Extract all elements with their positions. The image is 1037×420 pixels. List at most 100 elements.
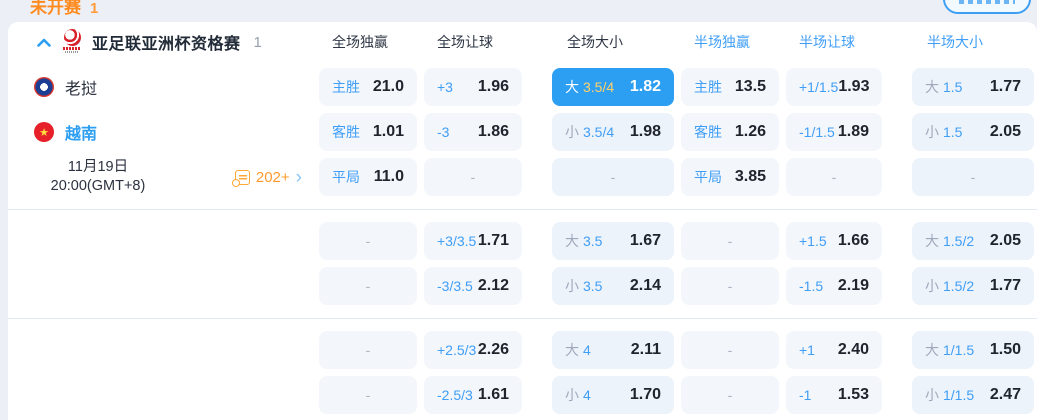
match-date: 11月19日	[67, 159, 129, 176]
odds-value: 1.77	[989, 78, 1021, 95]
odds-ft-handicap-away[interactable]: -3 1.86	[424, 113, 522, 151]
league-card: 亚足联亚洲杯资格赛 1 全场独赢 全场让球 全场大小 半场独赢 半场让球 半场大…	[8, 22, 1037, 420]
odds-ft-over-selected[interactable]: 大 3.5/4 1.82	[552, 68, 674, 106]
odds-value: 2.26	[477, 341, 509, 358]
odds-value: 1.93	[838, 78, 870, 95]
odds-ft-over-alt[interactable]: 大 3.5 1.67	[552, 222, 674, 260]
odds-ht-1x2-away[interactable]: 客胜 1.26	[681, 113, 779, 151]
odds-ft-handicap-alt[interactable]: -3/3.5 2.12	[424, 267, 522, 305]
chevron-right-icon: ›	[295, 166, 302, 188]
odds-ft-handicap-alt[interactable]: +3/3.5 1.71	[424, 222, 522, 260]
section-divider	[8, 209, 1037, 210]
odds-ft-handicap-alt[interactable]: +2.5/3 2.26	[424, 331, 522, 369]
league-match-count: 1	[253, 33, 262, 51]
total-line: 3.5	[583, 233, 603, 249]
total-line: 4	[583, 387, 591, 403]
odds-value: 1.77	[989, 277, 1021, 294]
odds-empty-cell: -	[319, 376, 417, 414]
over-label: 大	[925, 79, 939, 95]
odds-empty-cell: -	[424, 158, 522, 196]
total-line: 1/1.5	[943, 387, 975, 403]
league-info: 亚足联亚洲杯资格赛 1	[20, 28, 312, 56]
under-label: 小	[925, 387, 939, 403]
odds-ht-handicap-alt[interactable]: +1.5 1.66	[786, 222, 882, 260]
handicap-line: -3/3.5	[437, 278, 473, 294]
odds-value: 2.05	[989, 123, 1021, 140]
under-label: 小	[565, 387, 579, 403]
odds-ft-1x2-away[interactable]: 客胜 1.01	[319, 113, 417, 151]
odds-ht-over-alt[interactable]: 大 1.5/2 2.05	[912, 222, 1034, 260]
selection-label: 主胜	[332, 79, 360, 95]
tab-label: 未开赛	[30, 0, 81, 17]
total-line: 3.5/4	[583, 79, 615, 95]
odds-empty-cell: -	[319, 331, 417, 369]
total-line: 1.5/2	[943, 233, 975, 249]
top-right-pill-button[interactable]	[943, 0, 1031, 14]
markets-list-clock-icon	[231, 169, 250, 187]
markets-count: 202+	[255, 168, 290, 186]
odds-ht-1x2-draw[interactable]: 平局 3.85	[681, 158, 779, 196]
odds-ht-1x2-home[interactable]: 主胜 13.5	[681, 68, 779, 106]
odds-empty-cell: -	[681, 376, 779, 414]
selection-label: 客胜	[332, 124, 360, 140]
odds-ht-handicap-away[interactable]: -1/1.5 1.89	[786, 113, 882, 151]
vietnam-flag-icon	[34, 122, 54, 142]
total-line: 1.5	[943, 79, 963, 95]
header-ht-over-under: 半场大小	[927, 34, 983, 50]
odds-ft-1x2-draw[interactable]: 平局 11.0	[319, 158, 417, 196]
handicap-line: -1	[799, 387, 812, 403]
header-ht-1x2: 半场独赢	[694, 34, 750, 50]
odds-value: 11.0	[373, 168, 404, 185]
odds-value: 2.12	[477, 277, 509, 294]
odds-ht-handicap-alt[interactable]: -1 1.53	[786, 376, 882, 414]
odds-value: 1.67	[629, 232, 661, 249]
total-line: 3.5	[583, 278, 603, 294]
odds-empty-cell: -	[912, 158, 1034, 196]
odds-ht-over-alt[interactable]: 大 1/1.5 1.50	[912, 331, 1034, 369]
odds-ft-under-alt[interactable]: 小 3.5 2.14	[552, 267, 674, 305]
home-team-row[interactable]: 老挝	[20, 68, 312, 106]
odds-ht-handicap-alt[interactable]: -1.5 2.19	[786, 267, 882, 305]
collapse-chevron-up-icon[interactable]	[36, 34, 52, 50]
over-label: 大	[565, 79, 579, 95]
odds-ht-handicap-home[interactable]: +1/1.5 1.93	[786, 68, 882, 106]
odds-empty-cell: -	[319, 222, 417, 260]
league-header-row: 亚足联亚洲杯资格赛 1 全场独赢 全场让球 全场大小 半场独赢 半场让球 半场大…	[20, 22, 1037, 62]
tab-not-started[interactable]: 未开赛 1	[30, 0, 98, 18]
odds-value: 2.05	[989, 232, 1021, 249]
odds-value: 1.98	[629, 123, 661, 140]
odds-value: 2.47	[989, 386, 1021, 403]
header-ft-handicap: 全场让球	[437, 34, 493, 50]
main-odds-group: 老挝 越南 11月19日 20:00(GMT+8) 202+ ›	[20, 68, 1037, 196]
odds-empty-cell: -	[552, 158, 674, 196]
odds-ft-1x2-home[interactable]: 主胜 21.0	[319, 68, 417, 106]
odds-value: 1.86	[477, 123, 509, 140]
odds-value: 1.66	[837, 232, 869, 249]
home-team-name: 老挝	[65, 81, 98, 98]
handicap-line: -1.5	[799, 278, 824, 294]
tab-count: 1	[90, 0, 99, 17]
odds-ft-handicap-alt[interactable]: -2.5/3 1.61	[424, 376, 522, 414]
odds-ft-handicap-home[interactable]: +3 1.96	[424, 68, 522, 106]
away-team-row[interactable]: 越南	[20, 113, 312, 151]
odds-ht-under-alt[interactable]: 小 1/1.5 2.47	[912, 376, 1034, 414]
odds-value: 1.71	[477, 232, 509, 249]
odds-ft-under[interactable]: 小 3.5/4 1.98	[552, 113, 674, 151]
odds-empty-cell: -	[786, 158, 882, 196]
odds-empty-cell: -	[319, 267, 417, 305]
total-line: 3.5/4	[583, 124, 615, 140]
top-tab-bar: 未开赛 1	[0, 0, 1037, 22]
match-info: 老挝 越南 11月19日 20:00(GMT+8) 202+ ›	[20, 68, 312, 196]
odds-empty-cell: -	[681, 267, 779, 305]
match-datetime: 11月19日 20:00(GMT+8)	[34, 158, 162, 196]
more-markets-link[interactable]: 202+ ›	[231, 166, 302, 188]
odds-ht-under-alt[interactable]: 小 1.5/2 1.77	[912, 267, 1034, 305]
odds-value: 1.82	[629, 78, 661, 95]
odds-ht-over[interactable]: 大 1.5 1.77	[912, 68, 1034, 106]
odds-ht-handicap-alt[interactable]: +1 2.40	[786, 331, 882, 369]
under-label: 小	[925, 278, 939, 294]
odds-ht-under[interactable]: 小 1.5 2.05	[912, 113, 1034, 151]
selection-label: 平局	[694, 169, 722, 185]
